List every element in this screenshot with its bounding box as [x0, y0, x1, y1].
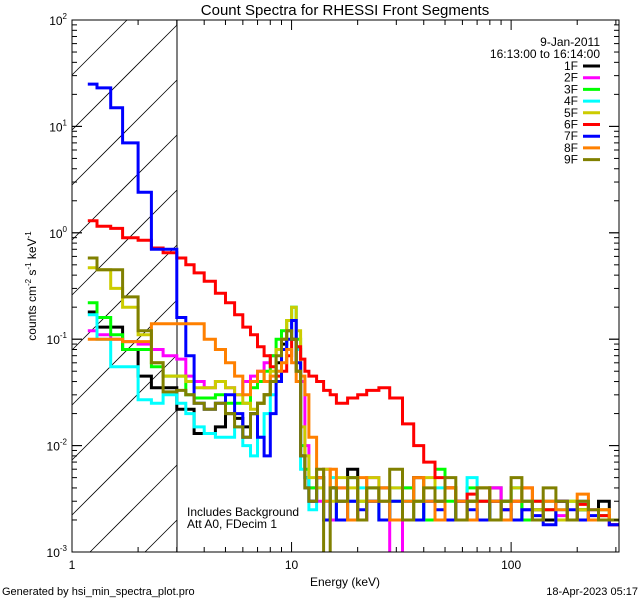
y-tick-label: 10-1 [47, 331, 68, 347]
hatch-line [71, 189, 178, 296]
legend-label-5F: 5F [564, 106, 578, 120]
hatch-line [89, 464, 178, 553]
x-tick-label: 100 [501, 558, 521, 572]
y-tick-label: 102 [49, 12, 67, 28]
y-tick-label: 101 [49, 118, 67, 134]
x-axis-label: Energy (keV) [310, 575, 380, 589]
hatch-line [144, 519, 178, 553]
hatch-line [71, 79, 178, 186]
y-axis-label: counts cm-2 s-1 keV-1 [24, 231, 39, 341]
series-line-7F [87, 82, 619, 527]
y-tick-label: 100 [49, 225, 67, 241]
y-tick-label: 10-2 [47, 438, 68, 454]
series-group [87, 82, 619, 552]
hatch-line [71, 354, 178, 461]
x-tick-label: 1 [69, 558, 76, 572]
axes: 1 10 100 10-3 10-2 10-1 100 101 102 [47, 12, 619, 572]
plot-frame [71, 19, 620, 553]
shaded-region-hatch [71, 19, 178, 553]
hatch-line [71, 24, 178, 131]
series-line-5F [87, 266, 619, 522]
series-line-8F [87, 322, 619, 522]
legend-label-8F: 8F [564, 141, 578, 155]
hatch-line [71, 409, 178, 516]
legend: 9-Jan-2011 16:13:00 to 16:14:00 1F2F3F4F… [490, 35, 600, 167]
legend-label-4F: 4F [564, 94, 578, 108]
hatch-line [71, 299, 178, 406]
series-line-9F [87, 256, 619, 552]
legend-label-9F: 9F [564, 153, 578, 167]
legend-label-7F: 7F [564, 129, 578, 143]
legend-date: 9-Jan-2011 [540, 35, 600, 49]
legend-label-2F: 2F [564, 71, 578, 85]
chart-title: Count Spectra for RHESSI Front Segments [201, 2, 489, 19]
annotation-background: Includes Background [187, 505, 299, 519]
legend-time-range: 16:13:00 to 16:14:00 [490, 47, 600, 61]
hatch-line [71, 134, 178, 241]
series-line-6F [87, 219, 619, 527]
x-tick-label: 10 [285, 558, 299, 572]
footer-generated-by: Generated by hsi_min_spectra_plot.pro [2, 586, 195, 598]
legend-label-3F: 3F [564, 82, 578, 96]
footer-timestamp: 18-Apr-2023 05:17 [546, 586, 638, 598]
hatch-line [71, 19, 128, 76]
y-tick-label: 10-3 [47, 544, 68, 560]
legend-label-6F: 6F [564, 118, 578, 132]
annotation-attenuator: Att A0, FDecim 1 [187, 517, 277, 531]
legend-label-1F: 1F [564, 59, 578, 73]
